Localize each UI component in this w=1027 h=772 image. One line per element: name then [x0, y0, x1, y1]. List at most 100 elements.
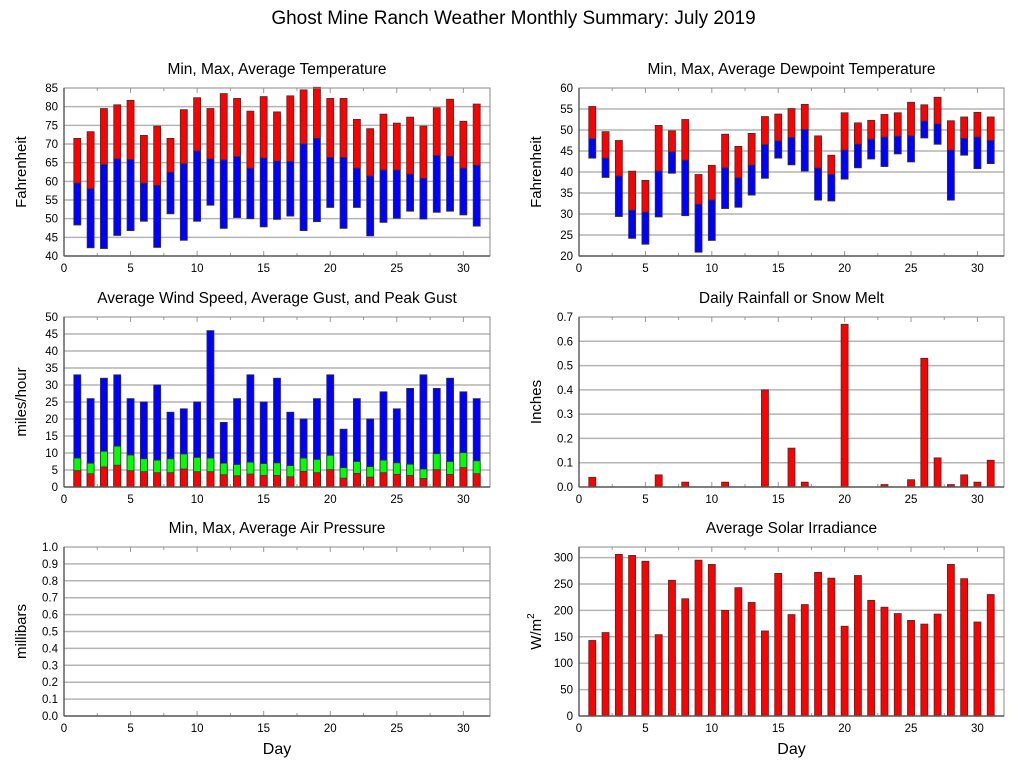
chart-wind: Average Wind Speed, Average Gust, and Pe…	[13, 290, 491, 506]
y-tick-label: 45	[45, 232, 58, 244]
x-tick-label: 10	[191, 723, 204, 735]
bar-avg-to-min	[432, 155, 441, 213]
y-tick-label: 50	[45, 312, 58, 324]
bar-max-to-avg	[960, 116, 969, 139]
bar-max-to-avg	[854, 122, 862, 145]
bar-avg-to-min	[694, 203, 703, 253]
y-tick-label: 30	[45, 380, 58, 392]
bar	[787, 447, 796, 488]
x-tick-label: 25	[390, 494, 403, 506]
y-tick-label: 0.6	[42, 610, 58, 622]
bar-avg-to-min	[827, 174, 836, 202]
bar-max-to-avg	[246, 110, 255, 169]
bar-avg-to-min	[867, 138, 876, 160]
x-tick-label: 30	[971, 263, 984, 275]
bar-average-wind	[259, 475, 268, 488]
bar-max-to-avg	[139, 135, 148, 184]
bar-avg-to-min	[907, 135, 915, 163]
bar-average-wind	[139, 471, 148, 488]
bar-max-to-avg	[787, 108, 796, 138]
bar-avg-to-min	[960, 137, 969, 156]
bar-max-to-avg	[259, 96, 268, 159]
bar-avg-to-min	[259, 157, 268, 228]
bar-average-wind	[472, 473, 481, 488]
bar	[747, 602, 756, 717]
bar-avg-to-min	[73, 182, 82, 226]
bar	[880, 606, 889, 717]
bar	[960, 578, 969, 717]
bar-max-to-avg	[973, 111, 982, 138]
figure-title: Ghost Mine Ranch Weather Monthly Summary…	[271, 8, 756, 29]
bar-max-to-avg	[313, 86, 321, 139]
bar	[893, 613, 902, 717]
x-tick-label: 0	[61, 723, 67, 735]
x-tick-label: 20	[324, 263, 337, 275]
y-tick-label: 50	[560, 125, 573, 137]
x-tick-label: 20	[838, 723, 851, 735]
y-tick-label: 0.4	[557, 385, 574, 397]
bar	[854, 575, 862, 717]
bar	[907, 620, 915, 717]
x-tick-label: 30	[971, 494, 984, 506]
bar-average-wind	[326, 469, 335, 488]
bar-avg-to-min	[379, 169, 388, 223]
bar-avg-to-min	[800, 129, 809, 172]
bar	[973, 481, 982, 488]
bar-max-to-avg	[827, 154, 836, 175]
bar-avg-to-min	[933, 123, 942, 145]
bar-average-wind	[406, 475, 415, 488]
y-tick-label: 45	[560, 146, 573, 158]
bar	[920, 357, 929, 488]
bar-max-to-avg	[681, 119, 690, 161]
chart-title: Daily Rainfall or Snow Melt	[699, 290, 885, 307]
bar	[986, 459, 995, 488]
bar-max-to-avg	[392, 122, 401, 171]
x-tick-label: 20	[838, 494, 851, 506]
bar-avg-to-min	[614, 175, 623, 217]
y-tick-label: 0.3	[557, 409, 573, 421]
x-tick-label: 20	[838, 263, 851, 275]
y-tick-label: 40	[45, 346, 58, 358]
bar-average-wind	[246, 473, 255, 488]
bar-avg-to-min	[920, 120, 929, 139]
x-tick-label: 5	[642, 263, 648, 275]
y-axis-label: W/m2	[526, 613, 545, 650]
y-tick-label: 30	[560, 209, 573, 221]
bar	[800, 481, 809, 488]
bar-max-to-avg	[299, 89, 308, 145]
y-tick-label: 55	[45, 195, 58, 207]
bar-max-to-avg	[707, 164, 716, 201]
bar-max-to-avg	[614, 140, 623, 177]
y-axis-label-superscript: 2	[526, 613, 537, 619]
bar-avg-to-min	[628, 209, 637, 239]
bar-avg-to-min	[299, 143, 308, 232]
bar-average-wind	[166, 472, 175, 488]
bar	[973, 621, 982, 717]
bar-avg-to-min	[880, 136, 889, 167]
y-tick-label: 300	[554, 553, 573, 565]
bar-max-to-avg	[126, 99, 135, 161]
y-axis-label-text: Fahrenheit	[13, 135, 30, 208]
bar-avg-to-min	[233, 156, 241, 218]
y-tick-label: 0.8	[42, 576, 58, 588]
bar	[867, 599, 876, 717]
bar-average-wind	[313, 472, 321, 488]
chart-pressure: Min, Max, Average Air Pressure 0.0 0.1 0.2 0…	[13, 520, 491, 758]
bar-avg-to-min	[668, 151, 676, 174]
bar-max-to-avg	[800, 103, 809, 130]
bar-max-to-avg	[907, 101, 915, 137]
x-tick-label: 25	[905, 494, 918, 506]
bar	[800, 604, 809, 717]
y-tick-label: 150	[554, 632, 573, 644]
y-tick-label: 250	[554, 579, 573, 591]
x-tick-label: 15	[257, 723, 270, 735]
bar-average-wind	[459, 467, 468, 488]
bar-max-to-avg	[179, 109, 188, 165]
bar-max-to-avg	[867, 119, 876, 140]
bar-max-to-avg	[326, 98, 335, 158]
bar-avg-to-min	[681, 159, 690, 217]
x-tick-label: 10	[191, 494, 204, 506]
bar-avg-to-min	[113, 158, 122, 236]
x-tick-label: 15	[257, 263, 270, 275]
bar-avg-to-min	[126, 159, 135, 232]
